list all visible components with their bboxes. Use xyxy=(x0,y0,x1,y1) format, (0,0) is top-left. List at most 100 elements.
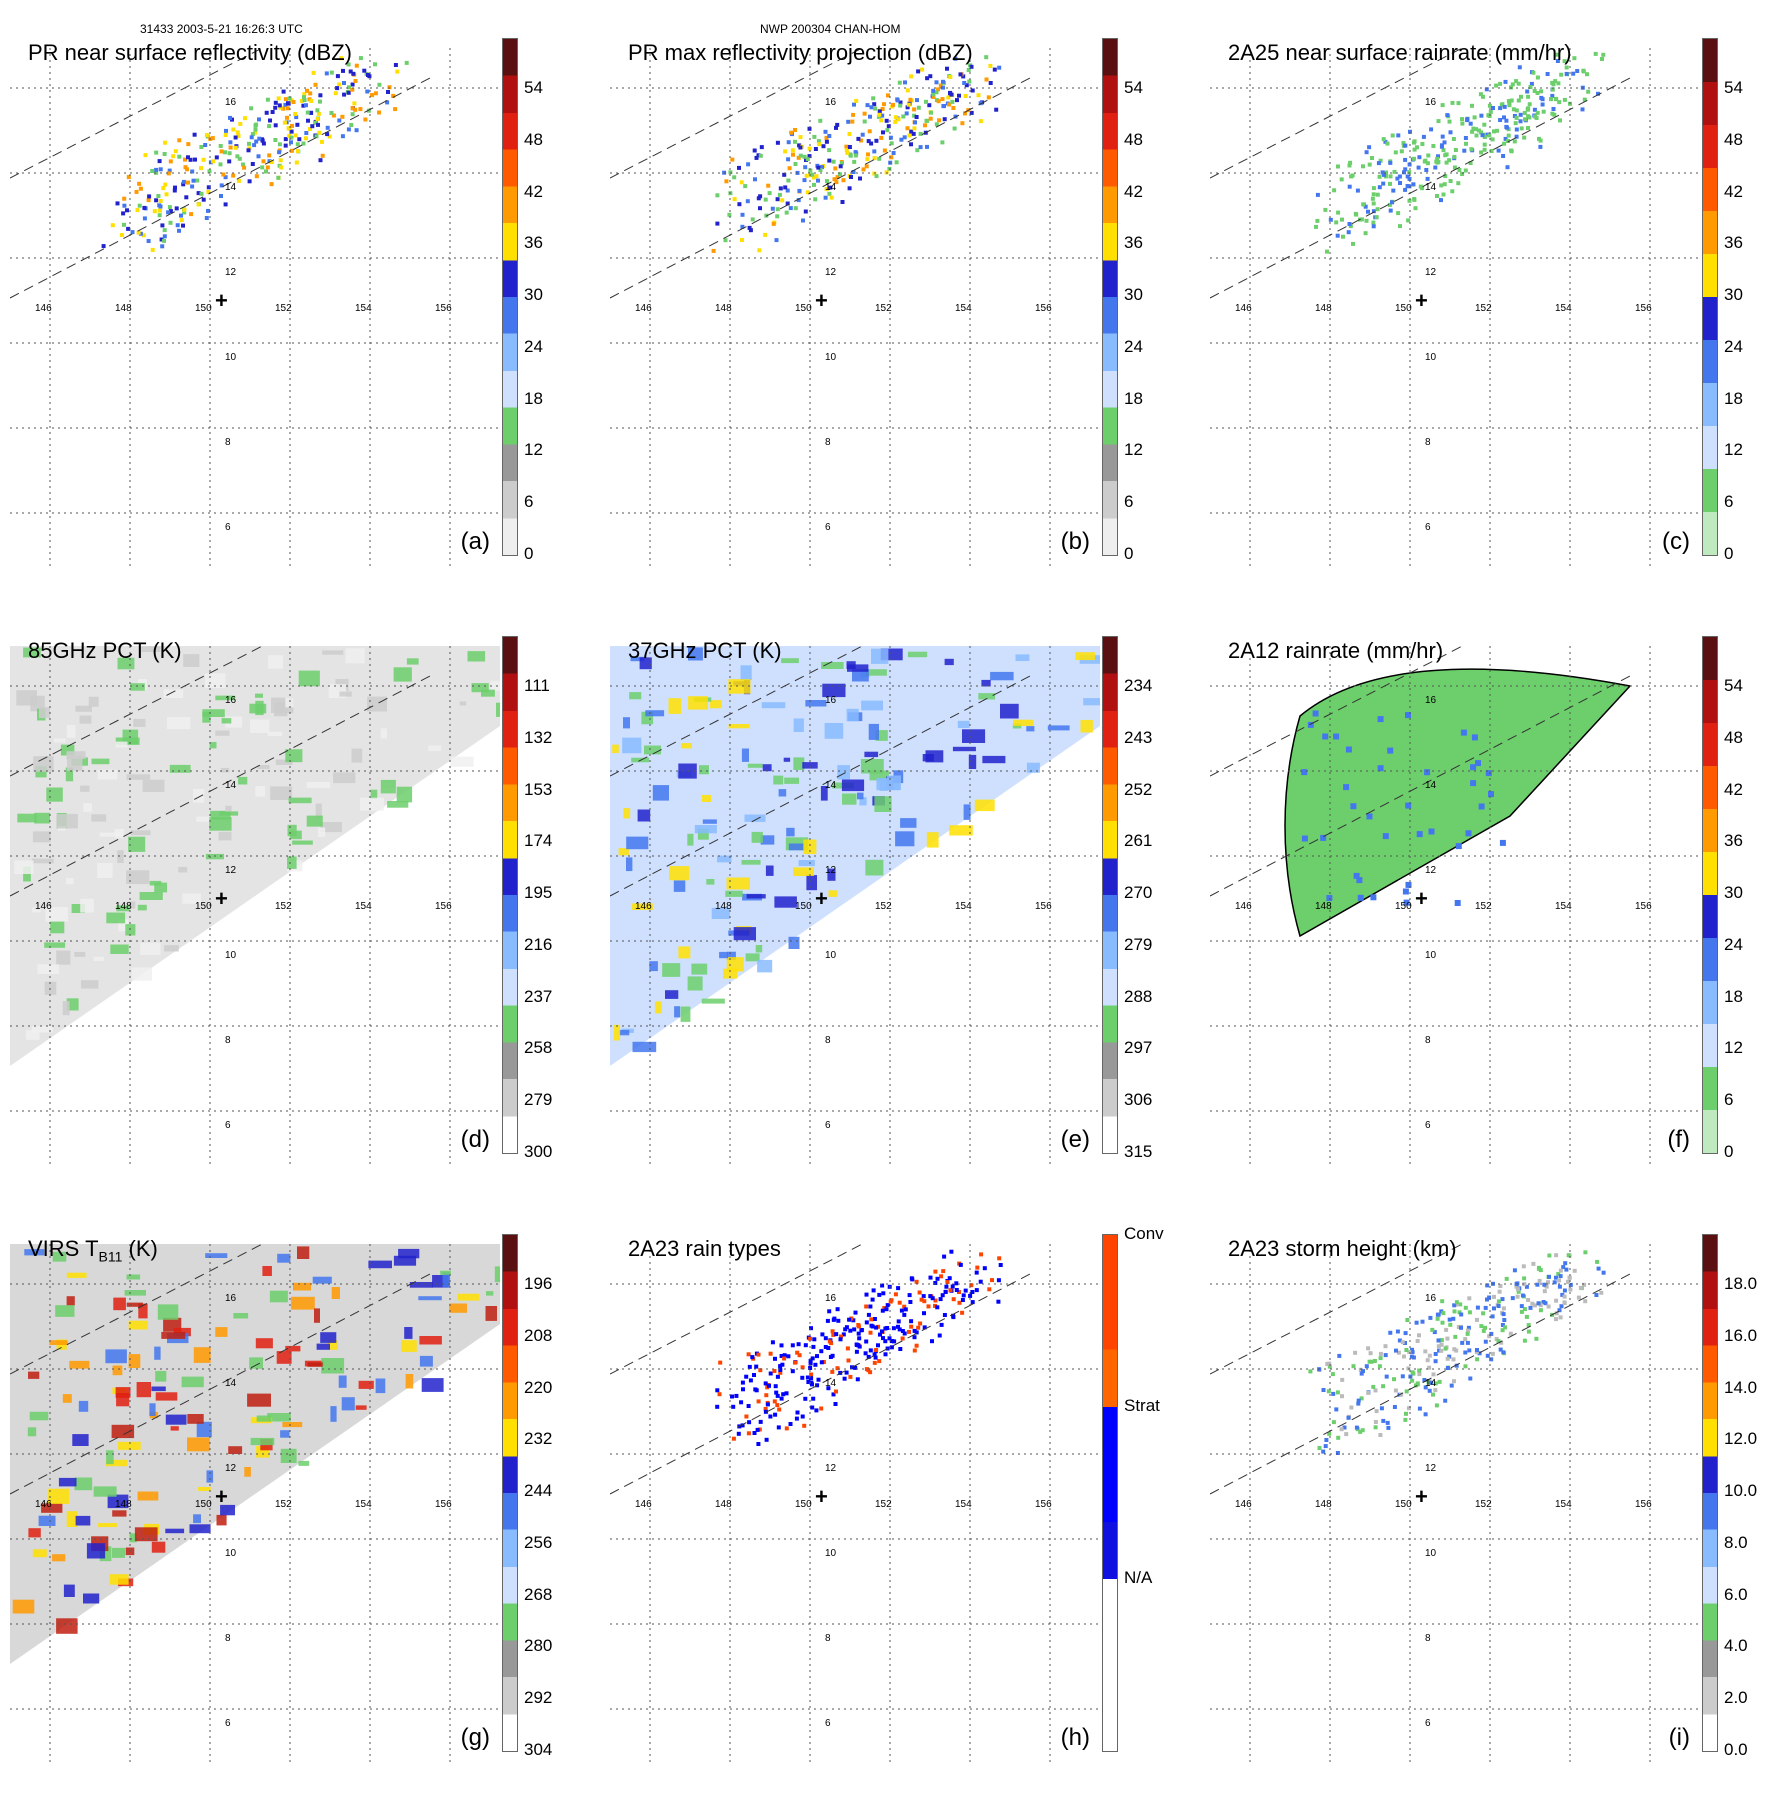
radar-pixel xyxy=(1328,217,1333,222)
radar-pixel xyxy=(386,90,390,94)
radar-pixel xyxy=(731,1404,736,1409)
pixel-patch xyxy=(327,1340,338,1350)
pixel-patch xyxy=(622,737,642,754)
rain-cell xyxy=(1499,839,1506,846)
radar-pixel xyxy=(196,191,201,196)
pixel-patch xyxy=(612,744,619,754)
radar-pixel xyxy=(1558,1315,1563,1320)
longitude-label: 152 xyxy=(1475,901,1492,912)
radar-pixel xyxy=(238,121,243,126)
radar-pixel xyxy=(954,1281,959,1286)
radar-pixel xyxy=(1445,1366,1450,1370)
radar-pixel xyxy=(311,70,316,75)
radar-pixel xyxy=(1371,224,1376,229)
radar-pixel xyxy=(955,98,959,103)
radar-pixel xyxy=(1403,1341,1407,1345)
pixel-patch xyxy=(187,1414,204,1424)
pixel-patch xyxy=(837,765,850,780)
panel-title: 37GHz PCT (K) xyxy=(628,638,782,663)
pixel-patch xyxy=(619,1030,630,1036)
radar-pixel xyxy=(902,1312,907,1317)
radar-pixel xyxy=(844,148,849,152)
radar-pixel xyxy=(871,96,876,101)
radar-pixel xyxy=(1335,1451,1340,1455)
colorbar-tick-label: 16.0 xyxy=(1724,1325,1758,1345)
radar-pixel xyxy=(1347,163,1352,168)
radar-pixel xyxy=(358,107,363,112)
radar-pixel xyxy=(273,100,278,105)
radar-pixel xyxy=(833,166,838,171)
radar-pixel xyxy=(1546,1304,1551,1309)
pixel-patch xyxy=(798,860,815,866)
radar-pixel xyxy=(214,155,219,160)
colorbar-tick-label: 18.0 xyxy=(1724,1274,1758,1293)
pixel-patch xyxy=(91,814,107,822)
radar-pixel xyxy=(282,120,287,125)
radar-pixel xyxy=(1552,1280,1557,1285)
radar-pixel xyxy=(1436,1344,1441,1349)
radar-pixel xyxy=(880,1283,885,1288)
radar-pixel xyxy=(1485,1297,1489,1302)
radar-pixel xyxy=(1375,192,1380,197)
colorbar-tick-label: 304 xyxy=(524,1740,553,1759)
radar-pixel xyxy=(1538,1268,1543,1273)
radar-pixel xyxy=(1423,1385,1428,1390)
radar-pixel xyxy=(756,1352,761,1357)
radar-pixel xyxy=(1532,89,1537,93)
radar-pixel xyxy=(771,221,776,226)
colorbar-tick-label: 54 xyxy=(524,78,543,97)
radar-pixel xyxy=(943,1289,948,1294)
radar-pixel xyxy=(1538,144,1543,149)
pixel-patch xyxy=(680,1006,691,1022)
pixel-patch xyxy=(793,757,805,770)
radar-pixel xyxy=(1560,1292,1565,1297)
radar-pixel xyxy=(1346,230,1351,235)
radar-pixel xyxy=(784,1391,789,1396)
colorbar-tick-label: 300 xyxy=(524,1142,553,1161)
radar-pixel xyxy=(834,1332,839,1337)
radar-pixel xyxy=(154,170,159,175)
radar-pixel xyxy=(1601,52,1606,57)
latitude-label: 16 xyxy=(825,1293,837,1304)
radar-pixel xyxy=(806,1380,811,1384)
radar-pixel xyxy=(1447,1354,1452,1359)
radar-pixel xyxy=(186,142,191,147)
latitude-label: 6 xyxy=(1425,1120,1431,1131)
radar-pixel xyxy=(1437,1379,1442,1384)
pixel-patch xyxy=(32,831,51,843)
swath-edge-line xyxy=(610,646,864,777)
radar-pixel xyxy=(1463,1364,1468,1369)
radar-pixel xyxy=(1378,1351,1383,1356)
radar-pixel xyxy=(785,188,790,193)
radar-pixel xyxy=(1451,137,1456,141)
pixel-patch xyxy=(275,759,293,765)
storm-center-marker: + xyxy=(215,886,228,911)
radar-pixel xyxy=(1479,1324,1484,1329)
radar-pixel xyxy=(1327,1431,1332,1436)
radar-pixel xyxy=(812,134,817,139)
longitude-label: 154 xyxy=(1555,1499,1572,1510)
pixel-patch xyxy=(280,1448,297,1463)
panel-title: PR max reflectivity projection (dBZ) xyxy=(628,40,973,65)
radar-pixel xyxy=(847,186,852,191)
radar-pixel xyxy=(1395,1329,1400,1334)
radar-pixel xyxy=(294,160,299,165)
radar-pixel xyxy=(869,105,874,110)
pixel-patch xyxy=(267,1413,291,1422)
pixel-patch xyxy=(280,1430,290,1438)
radar-pixel xyxy=(1358,1367,1363,1372)
colorbar-tick-label: 12 xyxy=(524,440,543,460)
radar-pixel xyxy=(827,134,832,138)
radar-pixel xyxy=(1370,156,1374,160)
pixel-patch xyxy=(687,833,694,846)
colorbar-tick-label: 195 xyxy=(524,883,553,903)
radar-pixel xyxy=(846,119,851,124)
radar-pixel xyxy=(1562,1294,1567,1299)
radar-pixel xyxy=(1415,1381,1420,1386)
pixel-patch xyxy=(449,1303,467,1313)
radar-pixel xyxy=(249,106,254,111)
rain-cell xyxy=(1370,894,1377,901)
radar-pixel xyxy=(126,175,131,180)
radar-pixel xyxy=(1405,184,1410,188)
radar-pixel xyxy=(1440,103,1445,108)
